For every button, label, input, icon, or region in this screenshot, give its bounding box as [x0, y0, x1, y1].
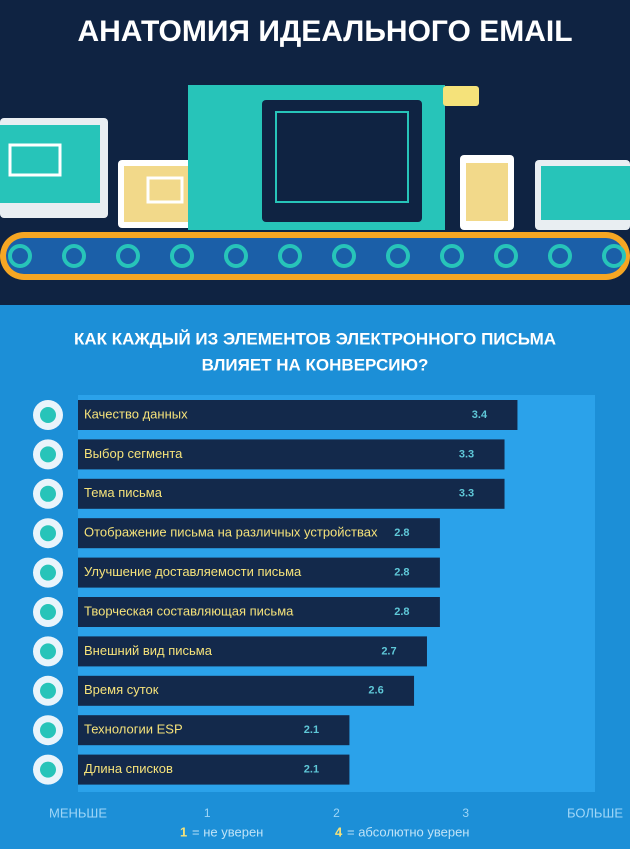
roller — [170, 244, 194, 268]
bar — [78, 439, 505, 470]
row-icon-inner — [40, 722, 56, 739]
x-tick-label: 1 — [204, 806, 211, 820]
value-label: 2.1 — [304, 724, 319, 736]
legend-text: = абсолютно уверен — [347, 824, 469, 839]
legend-text: = не уверен — [192, 824, 263, 839]
bar — [78, 557, 440, 588]
value-label: 2.8 — [394, 527, 409, 539]
value-label: 2.8 — [394, 567, 409, 579]
legend-key: 4 — [335, 824, 343, 839]
roller — [332, 244, 356, 268]
bar — [78, 518, 440, 549]
category-label: Внешний вид письма — [84, 643, 213, 658]
category-label: Время суток — [84, 682, 159, 697]
bar — [78, 715, 350, 746]
roller — [62, 244, 86, 268]
x-tick-label: МЕНЬШЕ — [49, 805, 107, 820]
category-label: Творческая составляющая письма — [84, 603, 294, 618]
roller — [440, 244, 464, 268]
category-label: Выбор сегмента — [84, 446, 183, 461]
category-label: Тема письма — [84, 485, 163, 500]
row-icon-inner — [40, 604, 56, 620]
chart-subtitle: КАК КАЖДЫЙ ИЗ ЭЛЕМЕНТОВ ЭЛЕКТРОННОГО ПИС… — [74, 329, 556, 348]
row-icon-inner — [40, 682, 56, 699]
bar — [78, 675, 415, 706]
illustration — [0, 85, 630, 280]
row-icon-inner — [40, 564, 56, 581]
row-icon-inner — [40, 407, 56, 423]
value-label: 3.3 — [459, 488, 474, 500]
category-label: Отображение письма на различных устройст… — [84, 525, 378, 540]
value-label: 3.3 — [459, 448, 474, 460]
bar — [78, 478, 505, 509]
legend-key: 1 — [180, 824, 187, 839]
row-icon-inner — [40, 446, 56, 463]
x-tick-label: БОЛЬШЕ — [567, 805, 623, 820]
x-tick-label: 2 — [333, 806, 340, 820]
rollers — [8, 244, 626, 268]
bar — [78, 400, 518, 430]
row-icon-inner — [40, 485, 56, 502]
roller — [602, 244, 626, 268]
category-label: Улучшение доставляемости письма — [84, 564, 302, 579]
bar — [78, 597, 440, 627]
roller — [386, 244, 410, 268]
value-label: 2.7 — [381, 645, 396, 657]
roller — [278, 244, 302, 268]
category-label: Технологии ESP — [84, 722, 183, 737]
x-tick-label: 3 — [462, 806, 469, 820]
bar — [78, 636, 427, 667]
value-label: 3.4 — [472, 409, 488, 421]
row-icon-inner — [40, 525, 56, 542]
roller — [548, 244, 572, 268]
value-label: 2.6 — [368, 685, 383, 697]
roller — [116, 244, 140, 268]
value-label: 2.1 — [304, 764, 319, 776]
row-icon-inner — [40, 643, 56, 660]
roller — [224, 244, 248, 268]
chart-subtitle: ВЛИЯЕТ НА КОНВЕРСИЮ? — [202, 355, 429, 374]
category-label: Длина списков — [84, 761, 173, 776]
value-label: 2.8 — [394, 606, 409, 618]
category-label: Качество данных — [84, 406, 188, 421]
roller — [494, 244, 518, 268]
bar — [78, 754, 350, 785]
page-title: АНАТОМИЯ ИДЕАЛЬНОГО EMAIL — [77, 15, 572, 48]
row-icon-inner — [40, 761, 56, 778]
roller — [8, 244, 32, 268]
